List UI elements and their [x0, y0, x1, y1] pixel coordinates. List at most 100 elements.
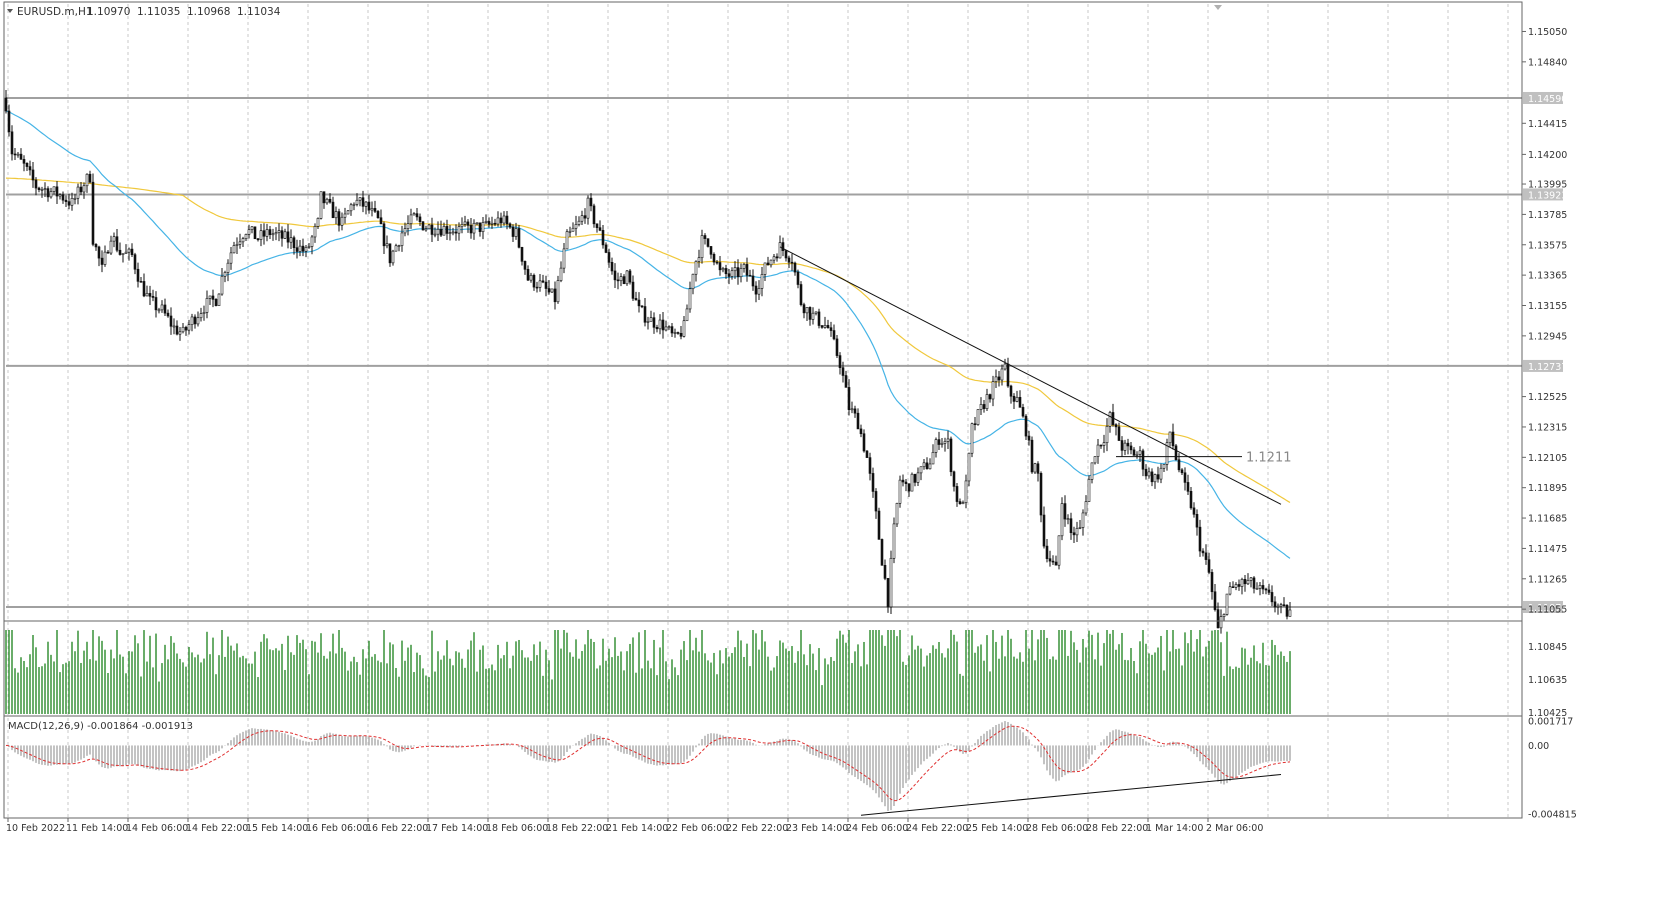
candle-body[interactable] [133, 254, 137, 270]
candle-body[interactable] [559, 267, 563, 281]
candle-body[interactable] [1084, 501, 1088, 514]
candle-body[interactable] [211, 295, 215, 300]
candle-body[interactable] [37, 187, 41, 191]
candle-body[interactable] [1210, 572, 1214, 593]
candle-body[interactable] [763, 262, 767, 275]
candle-body[interactable] [31, 169, 35, 181]
candle-body[interactable] [1138, 450, 1142, 455]
candle-body[interactable] [706, 238, 710, 247]
candle-body[interactable] [1207, 559, 1211, 573]
candle-body[interactable] [226, 262, 230, 273]
candle-body[interactable] [568, 230, 572, 233]
candle-body[interactable] [1225, 593, 1229, 615]
candle-body[interactable] [1000, 368, 1004, 381]
candle-body[interactable] [79, 186, 83, 193]
candle-body[interactable] [367, 201, 371, 211]
candle-body[interactable] [115, 236, 119, 251]
candle-body[interactable] [388, 243, 392, 264]
candle-body[interactable] [1258, 585, 1262, 589]
candle-body[interactable] [1240, 579, 1244, 587]
candle-body[interactable] [154, 297, 158, 311]
candle-body[interactable] [865, 450, 869, 458]
candle-body[interactable] [355, 199, 359, 205]
candle-body[interactable] [1150, 471, 1154, 483]
chart-shift-icon[interactable] [1214, 5, 1222, 10]
candle-body[interactable] [592, 205, 596, 225]
candle-body[interactable] [1027, 435, 1031, 441]
candle-body[interactable] [424, 228, 428, 231]
candle-body[interactable] [844, 375, 848, 388]
candle-body[interactable] [127, 248, 131, 253]
candle-body[interactable] [1159, 467, 1163, 480]
candle-body[interactable] [46, 188, 50, 198]
candle-body[interactable] [148, 293, 152, 297]
candle-body[interactable] [556, 280, 560, 303]
candle-body[interactable] [1063, 503, 1067, 520]
candle-body[interactable] [628, 270, 632, 283]
candle-body[interactable] [595, 223, 599, 228]
candle-body[interactable] [940, 442, 944, 445]
candle-body[interactable] [655, 327, 659, 330]
candle-body[interactable] [1195, 514, 1199, 528]
candle-body[interactable] [1045, 545, 1049, 559]
candle-body[interactable] [331, 201, 335, 219]
candle-body[interactable] [160, 304, 164, 311]
candle-body[interactable] [964, 480, 968, 503]
candle-body[interactable] [178, 331, 182, 335]
candle-body[interactable] [208, 295, 212, 299]
candle-body[interactable] [775, 256, 779, 259]
candle-body[interactable] [634, 298, 638, 301]
candle-body[interactable] [118, 249, 122, 255]
candle-body[interactable] [301, 245, 305, 252]
candle-body[interactable] [475, 222, 479, 225]
candle-body[interactable] [346, 210, 350, 215]
candle-body[interactable] [670, 326, 674, 334]
candle-body[interactable] [1144, 468, 1148, 477]
candle-body[interactable] [469, 225, 473, 234]
candle-body[interactable] [1249, 577, 1253, 581]
candle-body[interactable] [538, 280, 542, 288]
candle-body[interactable] [550, 288, 554, 293]
candle-body[interactable] [802, 304, 806, 314]
candle-body[interactable] [514, 228, 518, 237]
candle-body[interactable] [895, 503, 899, 525]
candle-body[interactable] [1171, 431, 1175, 447]
candle-body[interactable] [541, 280, 545, 283]
candle-body[interactable] [1153, 474, 1157, 483]
candle-body[interactable] [904, 481, 908, 484]
candle-body[interactable] [610, 262, 614, 272]
candle-body[interactable] [667, 326, 671, 328]
candle-body[interactable] [1012, 395, 1016, 402]
candle-body[interactable] [1267, 589, 1271, 593]
candle-body[interactable] [1174, 445, 1178, 461]
candle-body[interactable] [409, 214, 413, 224]
candle-body[interactable] [508, 223, 512, 228]
candle-body[interactable] [913, 473, 917, 483]
candle-body[interactable] [241, 238, 245, 243]
candle-body[interactable] [583, 215, 587, 219]
candle-body[interactable] [1069, 518, 1073, 534]
candle-body[interactable] [223, 272, 227, 277]
candle-body[interactable] [1066, 518, 1070, 520]
candle-body[interactable] [1060, 503, 1064, 537]
candle-body[interactable] [787, 257, 791, 263]
candle-body[interactable] [238, 241, 242, 245]
candle-body[interactable] [511, 226, 515, 237]
candle-body[interactable] [853, 408, 857, 414]
candle-body[interactable] [841, 367, 845, 376]
candle-body[interactable] [463, 221, 467, 225]
candle-body[interactable] [868, 457, 872, 474]
candle-body[interactable] [970, 423, 974, 454]
candle-body[interactable] [946, 438, 950, 442]
candle-body[interactable] [811, 312, 815, 320]
candle-body[interactable] [235, 244, 239, 246]
candle-body[interactable] [103, 251, 107, 265]
macd-trendline[interactable] [860, 773, 1282, 816]
candle-body[interactable] [619, 276, 623, 282]
candle-body[interactable] [604, 244, 608, 253]
candle-body[interactable] [871, 473, 875, 492]
candle-body[interactable] [613, 270, 617, 281]
candle-body[interactable] [535, 286, 539, 289]
candle-body[interactable] [304, 247, 308, 252]
